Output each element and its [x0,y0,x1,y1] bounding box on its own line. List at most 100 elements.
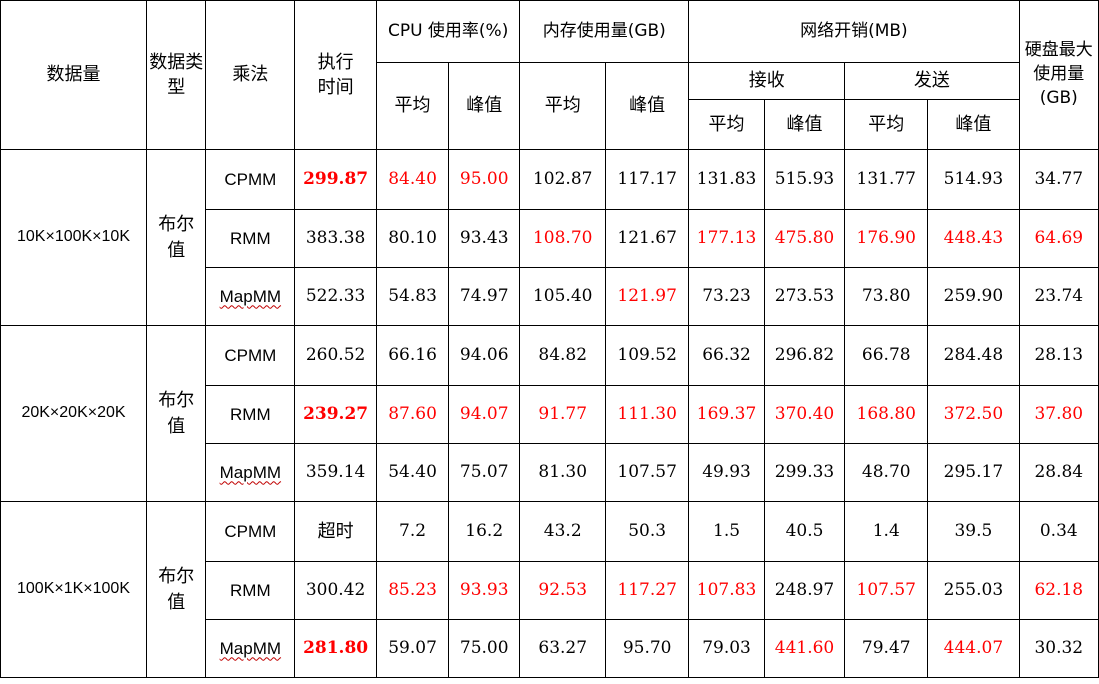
cell-mem-peak: 121.67 [605,209,690,268]
header-network: 网络开销(MB) [688,0,1020,63]
cell-send-avg: 73.80 [844,267,929,326]
cell-disk: 28.13 [1018,325,1099,386]
cell-data-type: 布尔值 [145,501,207,678]
cell-time: 299.87 [294,149,377,210]
cell-recv-peak: 273.53 [763,267,846,326]
cell-method: MapMM [219,286,282,306]
header-cpu: CPU 使用率(%) [375,0,521,63]
header-receive: 接收 [688,62,846,100]
cell-recv-peak: 515.93 [763,149,846,210]
cell-recv-avg: 49.93 [688,443,765,502]
header-disk: 硬盘最大使用量(GB) [1018,0,1099,150]
header-send-peak: 峰值 [927,99,1020,150]
cell-send-avg: 1.4 [844,501,929,562]
cell-method: CPMM [224,345,277,365]
header-exec-time: 执行时间 [294,0,377,150]
cell-mem-avg: 92.53 [519,561,607,620]
cell-send-peak: 255.03 [927,561,1020,620]
cell-cpu-peak: 95.00 [448,149,521,210]
cell-send-peak: 372.50 [927,385,1020,444]
cell-data-type: 布尔值 [145,149,207,326]
cell-send-avg: 48.70 [844,443,929,502]
table-row: MapMM 281.80 59.07 75.00 63.27 95.70 79.03 441.… [1,619,1099,678]
cell-mem-peak: 111.30 [605,385,690,444]
cell-method-wrapper: CPMM [205,325,296,386]
cell-method-wrapper: MapMM [205,267,296,326]
cell-send-peak: 259.90 [927,267,1020,326]
cell-method: MapMM [219,462,282,482]
cell-cpu-avg: 54.83 [375,267,450,326]
cell-method-wrapper: CPMM [205,501,296,562]
table-row: RMM 239.27 87.60 94.07 91.77 111.30 169.37 370.… [1,385,1099,444]
cell-cpu-avg: 87.60 [375,385,450,444]
header-multiply: 乘法 [205,0,296,150]
cell-method-wrapper: RMM [205,209,296,268]
cell-recv-peak: 441.60 [763,619,846,678]
cell-disk: 64.69 [1018,209,1099,268]
cell-disk: 0.34 [1018,501,1099,562]
cell-data-size: 100K×1K×100K [0,501,147,678]
cell-recv-peak: 299.33 [763,443,846,502]
cell-mem-avg: 81.30 [519,443,607,502]
cell-cpu-avg: 54.40 [375,443,450,502]
cell-time: 522.33 [294,267,377,326]
cell-mem-peak: 107.57 [605,443,690,502]
cell-send-avg: 176.90 [844,209,929,268]
cell-mem-peak: 50.3 [605,501,690,562]
cell-mem-peak: 117.17 [605,149,690,210]
cell-recv-avg: 73.23 [688,267,765,326]
cell-send-avg: 107.57 [844,561,929,620]
cell-data-type: 布尔值 [145,325,207,502]
cell-method-wrapper: MapMM [205,443,296,502]
cell-recv-peak: 40.5 [763,501,846,562]
table-row: 20K×20K×20K 布尔值 CPMM 260.52 66.16 94.06 84.82 1… [0,325,1099,502]
cell-recv-avg: 79.03 [688,619,765,678]
cell-time: 260.52 [294,325,377,386]
cell-cpu-peak: 93.93 [448,561,521,620]
cell-method-wrapper: RMM [205,385,296,444]
cell-recv-avg: 169.37 [688,385,765,444]
header-data-type: 数据类型 [145,0,207,150]
cell-disk: 30.32 [1018,619,1099,678]
table-row: RMM 383.38 80.10 93.43 108.70 121.67 177.13 475… [1,209,1099,268]
cell-send-avg: 168.80 [844,385,929,444]
cell-send-peak: 295.17 [927,443,1020,502]
cell-send-peak: 284.48 [927,325,1020,386]
table-row: MapMM 522.33 54.83 74.97 105.40 121.97 73.23 27… [1,267,1099,326]
cell-method: RMM [230,404,271,424]
cell-mem-avg: 84.82 [519,325,607,386]
cell-recv-peak: 475.80 [763,209,846,268]
cell-recv-peak: 370.40 [763,385,846,444]
cell-send-peak: 448.43 [927,209,1020,268]
header-recv-peak: 峰值 [763,99,846,150]
cell-cpu-peak: 75.00 [448,619,521,678]
cell-recv-peak: 248.97 [763,561,846,620]
header-mem-peak: 峰值 [605,62,690,150]
cell-disk: 37.80 [1018,385,1099,444]
cell-mem-avg: 63.27 [519,619,607,678]
cell-mem-avg: 108.70 [519,209,607,268]
header-send: 发送 [844,62,1020,100]
cell-send-avg: 131.77 [844,149,929,210]
cell-time: 281.80 [294,619,377,678]
cell-recv-avg: 1.5 [688,501,765,562]
cell-cpu-peak: 74.97 [448,267,521,326]
cell-data-size: 20K×20K×20K [0,325,147,502]
cell-cpu-peak: 16.2 [448,501,521,562]
cell-mem-avg: 91.77 [519,385,607,444]
cell-disk: 28.84 [1018,443,1099,502]
cell-recv-avg: 107.83 [688,561,765,620]
cell-send-peak: 514.93 [927,149,1020,210]
cell-cpu-avg: 80.10 [375,209,450,268]
cell-method-wrapper: MapMM [205,619,296,678]
cell-disk: 23.74 [1018,267,1099,326]
header-recv-avg: 平均 [688,99,765,150]
cell-send-avg: 66.78 [844,325,929,386]
cell-recv-avg: 131.83 [688,149,765,210]
cell-mem-peak: 95.70 [605,619,690,678]
cell-data-size: 10K×100K×10K [0,149,147,326]
cell-mem-peak: 121.97 [605,267,690,326]
cell-method: MapMM [219,638,282,658]
cell-mem-peak: 117.27 [605,561,690,620]
